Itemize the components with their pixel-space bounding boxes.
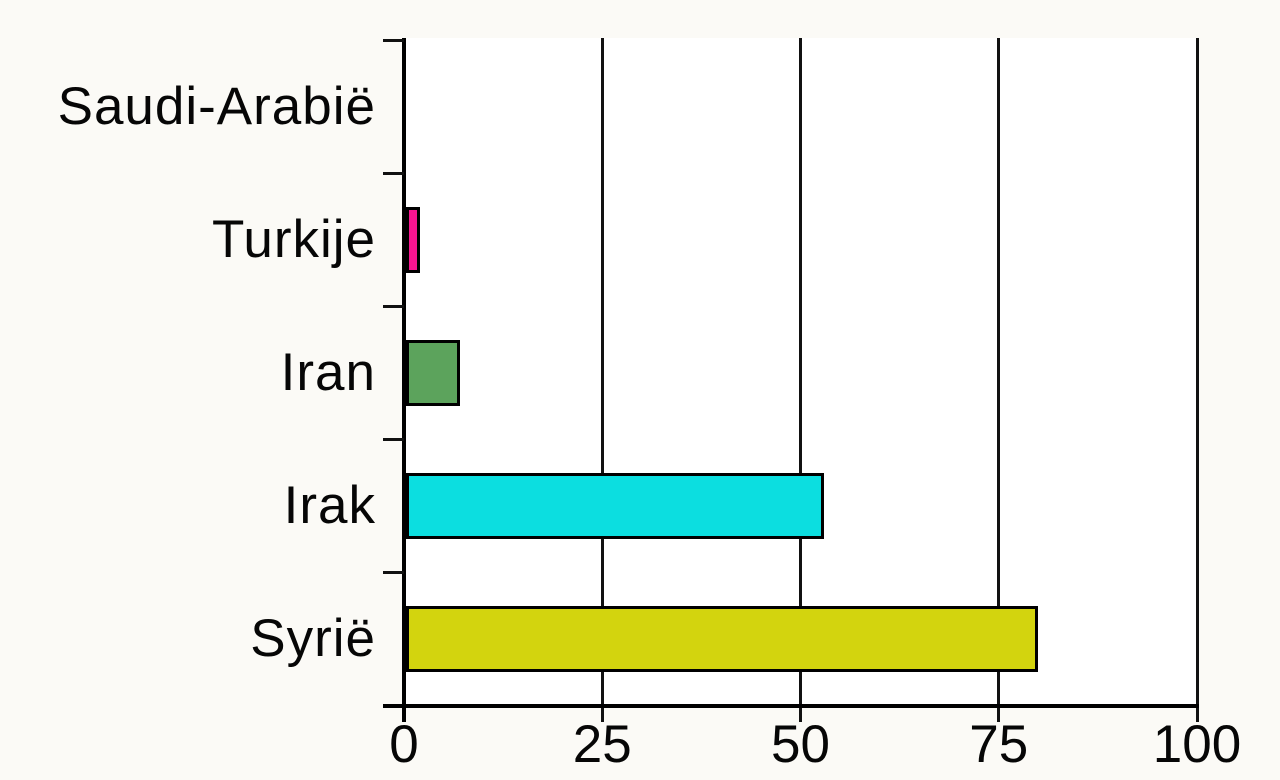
bar-syrie [406,606,1039,673]
x-tick-label: 25 [572,715,632,774]
x-tick-label: 50 [771,715,830,774]
y-axis-tick [383,304,404,308]
category-label-irak: Irak [283,476,376,536]
x-axis-line [383,704,1199,708]
y-axis-tick [383,571,404,575]
category-label-syrie: Syrië [250,609,376,669]
gridline-100 [1195,38,1199,722]
y-axis-line [402,38,406,722]
x-tick-label: 75 [969,715,1029,774]
bar-iran [406,340,460,406]
y-axis-tick [383,171,404,175]
category-label-turkije: Turkije [211,209,376,269]
gridline-75 [997,38,1001,722]
category-label-saudi-arabie: Saudi-Arabië [57,76,376,136]
y-axis-tick [383,38,404,42]
x-tick-label: 100 [1152,715,1242,774]
y-axis-tick [383,438,404,442]
category-label-iran: Iran [280,343,376,402]
gridline-50 [799,38,802,722]
bar-turkije [406,206,420,273]
bar-irak [406,473,825,540]
gridline-25 [600,38,604,722]
x-tick-label: 0 [389,715,419,774]
